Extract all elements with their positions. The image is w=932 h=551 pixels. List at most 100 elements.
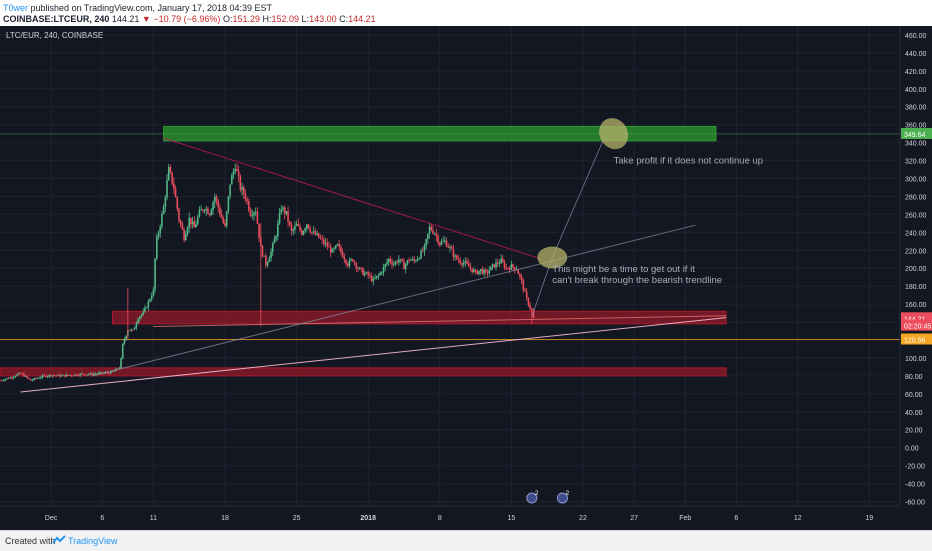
candle-body — [227, 196, 230, 212]
candle-body — [283, 207, 286, 214]
candle-body — [440, 241, 443, 245]
x-tick-label: 6 — [734, 515, 738, 522]
x-axis-labels: Dec 6 11 18 25 2018 8 15 22 27 Feb 6 12 19 — [45, 515, 873, 522]
author-link[interactable]: T0wer — [3, 3, 29, 13]
price-level-badge — [901, 312, 932, 324]
price-axis[interactable] — [900, 26, 932, 506]
take-profit-note: Take profit if it does not continue up — [614, 155, 763, 166]
candle-body — [531, 308, 533, 311]
candle-body — [128, 330, 131, 331]
candle-body — [507, 267, 509, 269]
candle-body — [111, 371, 114, 373]
candle-body — [23, 373, 25, 377]
candle-body — [464, 261, 467, 263]
candle-body — [191, 221, 194, 225]
candle-body — [323, 239, 325, 244]
footer: Created with TradingView — [0, 530, 932, 551]
high-label: H: — [262, 14, 272, 24]
candle-body — [362, 268, 364, 276]
x-tick-label: 2018 — [360, 515, 376, 522]
y-tick-label: 320.00 — [905, 159, 927, 166]
candle-body — [67, 374, 69, 376]
candle-body — [36, 378, 39, 379]
candle-body — [169, 166, 172, 173]
price-level-badge — [901, 319, 932, 331]
candle-body — [415, 260, 417, 262]
y-tick-label: 200.00 — [905, 266, 927, 273]
candle-body — [50, 374, 52, 377]
candle-body — [137, 319, 139, 324]
candle-body — [483, 269, 485, 274]
candle-body — [449, 247, 451, 248]
candle-body — [329, 246, 332, 253]
candle-body — [416, 258, 419, 261]
x-tick-label: Feb — [679, 515, 691, 522]
candle-body — [205, 208, 208, 211]
price-chart[interactable]: This might be a time to get out if it can… — [0, 26, 932, 530]
candle-body — [123, 339, 126, 344]
candle-body — [241, 187, 243, 190]
y-tick-label: 280.00 — [905, 194, 927, 201]
time-axis[interactable] — [0, 506, 932, 530]
event-badge-icon — [526, 492, 538, 504]
candle-body — [188, 217, 191, 228]
candle-body — [193, 221, 196, 228]
candle-body — [462, 262, 465, 265]
candle-body — [457, 258, 460, 261]
candle-body — [256, 211, 259, 224]
candle-body — [294, 225, 296, 230]
candle-body — [316, 233, 318, 235]
candle-body — [420, 250, 422, 259]
candle-body — [280, 209, 283, 214]
candle-body — [428, 226, 431, 234]
candle-body — [9, 377, 12, 379]
candle-body — [222, 217, 225, 223]
y-tick-label: 40.00 — [905, 410, 923, 417]
low-label: L: — [301, 14, 310, 24]
candle-body — [166, 180, 168, 198]
y-tick-label: 380.00 — [905, 105, 927, 112]
candle-body — [249, 210, 252, 216]
candle-body — [121, 343, 124, 359]
candle-body — [336, 244, 339, 246]
candle-body — [302, 231, 305, 235]
candle-body — [476, 270, 479, 275]
candle-body — [491, 264, 494, 267]
candle-body — [478, 270, 480, 275]
exit-note-line: can't break through the bearish trendlin… — [552, 275, 722, 286]
x-tick-label: 8 — [438, 515, 442, 522]
y-tick-label: 100.00 — [905, 356, 927, 363]
candle-body — [435, 233, 438, 236]
chart-title: LTC/EUR, 240, COINBASE — [6, 31, 103, 40]
tradingview-link[interactable]: TradingView — [68, 536, 118, 546]
candle-body — [33, 378, 35, 380]
candle-body — [288, 221, 291, 225]
candle-body — [502, 258, 504, 263]
candle-body — [179, 220, 182, 225]
candle-body — [433, 233, 436, 235]
y-tick-label: 20.00 — [905, 428, 923, 435]
candle-body — [4, 379, 6, 381]
annotations: This might be a time to get out if it can… — [526, 118, 763, 504]
candle-body — [427, 233, 429, 240]
candle-body — [295, 223, 298, 226]
candle-body — [12, 377, 15, 378]
candle-body — [220, 214, 223, 218]
candle-body — [70, 375, 73, 376]
candle-body — [65, 374, 68, 377]
candle-body — [17, 372, 20, 375]
candle-body — [14, 376, 17, 378]
candle-body — [401, 259, 404, 262]
candle-body — [178, 208, 180, 221]
candle-body — [29, 378, 32, 381]
candle-body — [438, 242, 441, 245]
candle-body — [300, 230, 303, 235]
candle-body — [374, 278, 376, 279]
candle-body — [360, 267, 363, 269]
candle-body — [69, 375, 71, 376]
candle-body — [307, 224, 310, 229]
candle-body — [63, 375, 66, 377]
price-change: −10.79 (−6.96%) — [153, 14, 221, 24]
exit-marker — [537, 246, 568, 269]
